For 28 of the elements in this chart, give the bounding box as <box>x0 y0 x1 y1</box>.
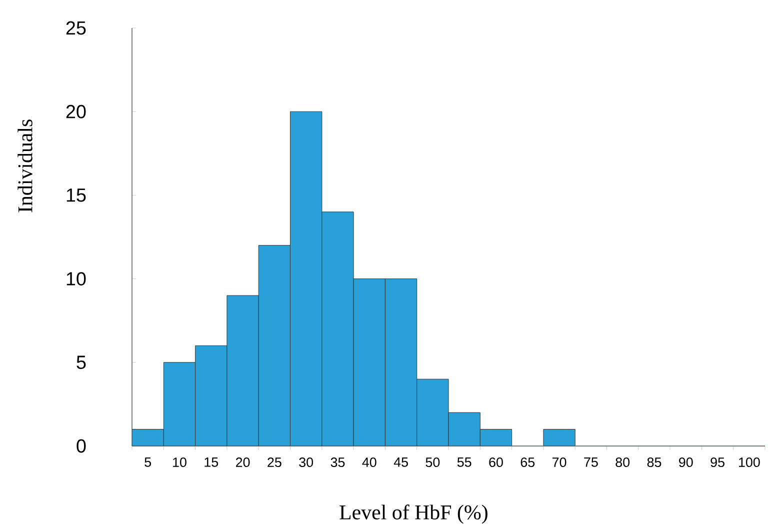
x-tick-label: 75 <box>584 458 598 467</box>
x-tick-label: 60 <box>489 458 503 468</box>
x-tick-label: 100 <box>738 458 760 468</box>
x-tick-label: 85 <box>647 458 662 468</box>
y-tick-label: 25 <box>66 21 86 35</box>
x-tick-label: 40 <box>362 458 376 468</box>
y-tick-label: 5 <box>76 356 86 369</box>
x-tick-label: 20 <box>236 458 250 468</box>
x-tick-label: 35 <box>330 458 345 468</box>
x-tick-label: 45 <box>394 458 408 467</box>
y-tick-label: 20 <box>66 104 86 118</box>
x-tick-label: 55 <box>457 458 472 467</box>
x-tick-label: 15 <box>204 458 218 467</box>
y-tick-label: 15 <box>66 188 86 202</box>
y-tick-label: 10 <box>66 272 86 286</box>
x-tick-label: 10 <box>173 458 186 468</box>
x-tick-label: 70 <box>552 458 566 468</box>
y-axis-title: Individuals <box>18 120 32 212</box>
x-tick-label: 80 <box>616 458 630 468</box>
x-tick-label: 5 <box>144 458 152 467</box>
x-axis-title: Level of HbF (%) <box>340 504 488 524</box>
x-tick-label: 30 <box>299 458 314 468</box>
x-tick-label: 90 <box>679 458 693 468</box>
x-tick-label: 65 <box>520 458 535 468</box>
x-tick-label: 50 <box>426 458 440 468</box>
y-tick-label: 0 <box>76 439 86 453</box>
x-tick-label: 25 <box>268 458 282 468</box>
x-tick-label: 95 <box>710 458 724 468</box>
